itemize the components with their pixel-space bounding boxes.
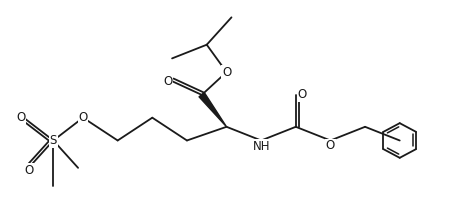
Text: O: O bbox=[297, 88, 306, 101]
Text: O: O bbox=[326, 139, 335, 152]
Text: S: S bbox=[49, 134, 57, 147]
Polygon shape bbox=[199, 93, 227, 127]
Text: O: O bbox=[222, 66, 231, 79]
Text: O: O bbox=[16, 111, 26, 124]
Text: O: O bbox=[78, 111, 87, 124]
Text: NH: NH bbox=[252, 140, 270, 153]
Text: O: O bbox=[24, 164, 33, 177]
Text: O: O bbox=[164, 75, 173, 88]
